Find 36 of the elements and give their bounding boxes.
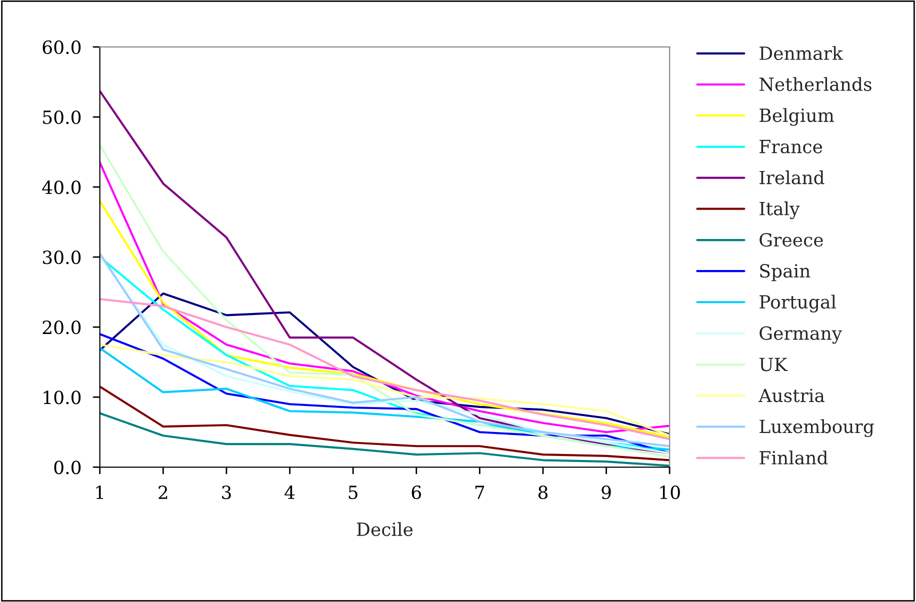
x-tick-label: 6 (412, 486, 421, 500)
legend-label: Germany (760, 326, 842, 344)
x-tick-label: 9 (602, 486, 611, 500)
legend-label: Luxembourg (760, 419, 874, 438)
legend-label: Greece (760, 233, 823, 247)
y-tick-label: 10.0 (44, 390, 81, 404)
y-tick-label: 50.0 (43, 110, 81, 124)
x-tick-label: 3 (222, 486, 231, 500)
line-series (100, 90, 670, 454)
y-tick-label: 30.0 (42, 250, 81, 264)
y-tick-label: 0.0 (54, 460, 81, 474)
x-tick-label: 7 (475, 486, 484, 499)
legend-label: Italy (760, 201, 800, 220)
legend-label: Belgium (760, 108, 834, 126)
line-series (100, 200, 670, 438)
y-tick-label: 60.0 (42, 40, 81, 54)
x-tick-label: 5 (348, 486, 358, 500)
legend-label: UK (759, 358, 788, 372)
legend-label: Netherlands (760, 77, 872, 92)
x-tick-label: 1 (96, 486, 104, 499)
x-axis-title: Decile (356, 522, 413, 536)
legend-label: Ireland (760, 170, 824, 184)
legend-label: Finland (760, 450, 828, 465)
y-tick-label: 20.0 (42, 320, 81, 334)
x-tick-label: 4 (284, 486, 295, 499)
legend-label: Spain (760, 264, 810, 282)
legend-label: Denmark (760, 46, 843, 60)
x-tick-label: 10 (660, 486, 680, 500)
legend-label: Portugal (760, 294, 836, 312)
legend-label: Austria (758, 388, 824, 402)
line-series (100, 386, 670, 462)
x-tick-label: 8 (538, 486, 548, 500)
line-series (100, 344, 670, 437)
legend-label: France (760, 140, 822, 154)
x-tick-label: 2 (158, 486, 168, 499)
y-tick-label: 40.0 (42, 180, 81, 194)
